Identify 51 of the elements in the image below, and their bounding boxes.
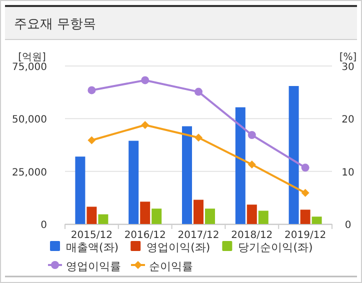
bar [140, 202, 150, 224]
legend-당기순이익(좌): 당기순이익(좌) [222, 241, 313, 254]
point [194, 134, 202, 142]
legend-label: 영업이익률 [66, 260, 121, 273]
point [248, 130, 256, 139]
point [141, 76, 150, 84]
point [301, 164, 310, 172]
y-tick-label: 50,000 [12, 114, 47, 126]
point [301, 188, 310, 197]
x-tick-label: 2015/12 [70, 230, 112, 241]
bar [128, 140, 139, 224]
bar [205, 208, 215, 224]
y2-axis-title: [%] [339, 52, 357, 63]
point [88, 136, 96, 144]
x-tick-label: 2019/12 [284, 230, 326, 241]
bar [288, 86, 299, 224]
y-tick-label: 25,000 [12, 167, 47, 178]
point [248, 160, 256, 168]
y2-tick-label: 30 [342, 62, 354, 73]
bar [246, 204, 257, 224]
legend-영업이익(좌): 영업이익(좌) [130, 241, 210, 254]
point [141, 120, 150, 129]
bar [300, 210, 310, 224]
bar [98, 214, 108, 224]
chart-title: 주요재 무항목 [14, 17, 96, 32]
y-axis-title: [억원] [18, 52, 46, 63]
legend-label: 당기순이익(좌) [238, 241, 313, 254]
legend-label: 영업이익(좌) [146, 241, 210, 254]
bar [312, 216, 322, 224]
y2-tick-label: 0 [344, 220, 352, 231]
legend-label: 매출액(좌) [66, 241, 119, 254]
bar [86, 206, 97, 224]
legend-순이익률: 순이익률 [131, 260, 193, 273]
legend-영업이익률: 영업이익률 [48, 260, 121, 273]
point [194, 88, 202, 96]
bar [75, 156, 86, 224]
y-tick-label: 75,000 [12, 62, 47, 73]
x-tick-label: 2018/12 [231, 230, 273, 241]
x-tick-label: 2016/12 [124, 230, 166, 241]
y2-tick-label: 20 [342, 114, 354, 126]
bar [152, 208, 162, 224]
legend-매출액(좌): 매출액(좌) [50, 241, 119, 254]
bar [258, 210, 268, 224]
point [88, 86, 96, 94]
x-tick-label: 2017/12 [178, 230, 220, 241]
bar [194, 200, 204, 224]
legend-label: 순이익률 [149, 260, 193, 273]
y2-tick-label: 10 [342, 167, 354, 178]
y-tick-label: 0 [40, 220, 47, 231]
bar [235, 107, 246, 224]
bar [182, 126, 192, 224]
